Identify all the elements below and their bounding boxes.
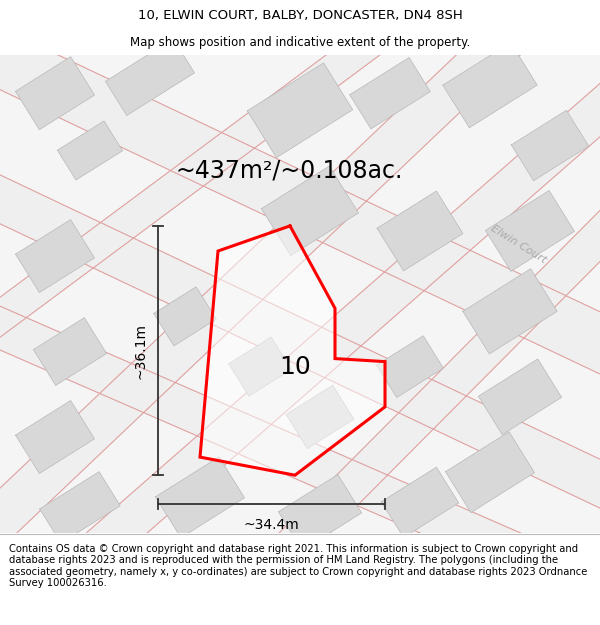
Polygon shape — [377, 191, 463, 271]
Polygon shape — [229, 337, 291, 396]
Polygon shape — [267, 122, 600, 571]
Polygon shape — [286, 385, 354, 449]
Polygon shape — [0, 156, 600, 528]
Polygon shape — [87, 60, 600, 562]
Polygon shape — [34, 318, 107, 386]
Polygon shape — [485, 191, 575, 271]
Text: ~34.4m: ~34.4m — [244, 518, 299, 532]
Text: ~36.1m: ~36.1m — [134, 322, 148, 379]
Text: Elwin Court: Elwin Court — [488, 223, 548, 265]
Polygon shape — [16, 57, 94, 130]
Polygon shape — [247, 63, 353, 158]
Text: ~437m²/~0.108ac.: ~437m²/~0.108ac. — [175, 159, 403, 182]
Polygon shape — [382, 467, 458, 538]
Polygon shape — [278, 474, 362, 550]
Polygon shape — [155, 457, 245, 538]
Polygon shape — [0, 288, 558, 586]
Polygon shape — [262, 166, 358, 256]
Text: 10, ELWIN COURT, BALBY, DONCASTER, DN4 8SH: 10, ELWIN COURT, BALBY, DONCASTER, DN4 8… — [137, 9, 463, 22]
Text: 10: 10 — [279, 354, 311, 379]
Polygon shape — [40, 472, 120, 543]
Polygon shape — [511, 110, 589, 181]
Polygon shape — [478, 359, 562, 434]
Polygon shape — [0, 22, 389, 389]
Polygon shape — [58, 121, 122, 180]
Polygon shape — [200, 226, 385, 475]
Polygon shape — [154, 287, 216, 346]
Polygon shape — [350, 58, 430, 129]
Polygon shape — [377, 336, 443, 398]
Text: Contains OS data © Crown copyright and database right 2021. This information is : Contains OS data © Crown copyright and d… — [9, 544, 587, 588]
Polygon shape — [0, 9, 600, 392]
Text: Map shows position and indicative extent of the property.: Map shows position and indicative extent… — [130, 36, 470, 49]
Polygon shape — [16, 219, 94, 292]
Polygon shape — [443, 42, 537, 127]
Polygon shape — [463, 269, 557, 354]
Polygon shape — [0, 9, 535, 554]
Polygon shape — [106, 39, 194, 116]
Polygon shape — [16, 401, 94, 474]
Polygon shape — [445, 432, 535, 512]
